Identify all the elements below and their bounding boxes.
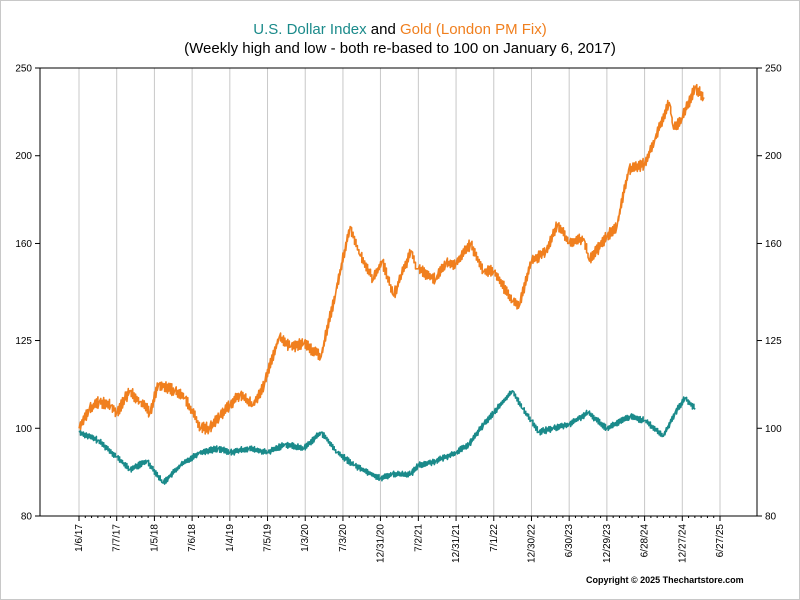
x-tick-label: 7/2/21 <box>413 524 424 552</box>
title-gold-name: Gold (London PM Fix) <box>400 21 547 38</box>
y-tick-label-right: 80 <box>765 512 777 523</box>
y-tick-label-right: 200 <box>765 151 782 162</box>
title-connector: and <box>366 21 401 38</box>
x-tick-label: 12/29/23 <box>602 524 613 563</box>
copyright-text: Copyright © 2025 Thechartstore.com <box>586 575 744 585</box>
y-tick-label-left: 125 <box>15 336 32 347</box>
y-tick-label-left: 100 <box>15 424 32 435</box>
usd-index-line <box>78 390 696 485</box>
x-tick-label: 1/6/17 <box>74 524 85 552</box>
x-tick-label: 1/3/20 <box>300 524 311 552</box>
x-tick-label: 7/1/22 <box>489 524 500 552</box>
gold-price-line <box>78 83 705 435</box>
chart-title: U.S. Dollar Index and Gold (London PM Fi… <box>0 21 800 38</box>
x-tick-label: 12/31/21 <box>451 524 462 563</box>
x-tick-label: 7/5/19 <box>263 524 274 552</box>
y-tick-label-left: 250 <box>15 64 32 75</box>
y-tick-label-right: 250 <box>765 64 782 75</box>
x-tick-label: 1/5/18 <box>149 524 160 552</box>
x-tick-label: 1/4/19 <box>225 524 236 552</box>
x-tick-label: 12/27/24 <box>677 524 688 563</box>
y-tick-label-left: 160 <box>15 239 32 250</box>
y-tick-label-right: 160 <box>765 239 782 250</box>
series-layer <box>78 83 705 485</box>
x-tick-label: 7/6/18 <box>187 524 198 552</box>
x-tick-label: 7/3/20 <box>338 524 349 552</box>
title-usd-name: U.S. Dollar Index <box>253 21 367 38</box>
y-tick-label-right: 100 <box>765 424 782 435</box>
y-tick-label-right: 125 <box>765 336 782 347</box>
x-tick-label: 6/28/24 <box>640 524 651 558</box>
plot-area-border <box>39 67 758 517</box>
y-tick-label-left: 80 <box>21 512 33 523</box>
chart-subtitle: (Weekly high and low - both re-based to … <box>184 40 616 57</box>
x-tick-label: 6/30/23 <box>564 524 575 558</box>
x-tick-label: 7/7/17 <box>112 524 123 552</box>
axis-layer: 1/6/17 7/7/17 1/5/18 7/6/18 1/4/19 7/5/19 1/3/… <box>15 64 782 563</box>
x-tick-label: 6/27/25 <box>715 524 726 558</box>
grid-lines <box>78 68 721 516</box>
x-tick-label: 12/31/20 <box>375 524 386 563</box>
y-tick-label-left: 200 <box>15 151 32 162</box>
x-tick-label: 12/30/22 <box>526 524 537 563</box>
